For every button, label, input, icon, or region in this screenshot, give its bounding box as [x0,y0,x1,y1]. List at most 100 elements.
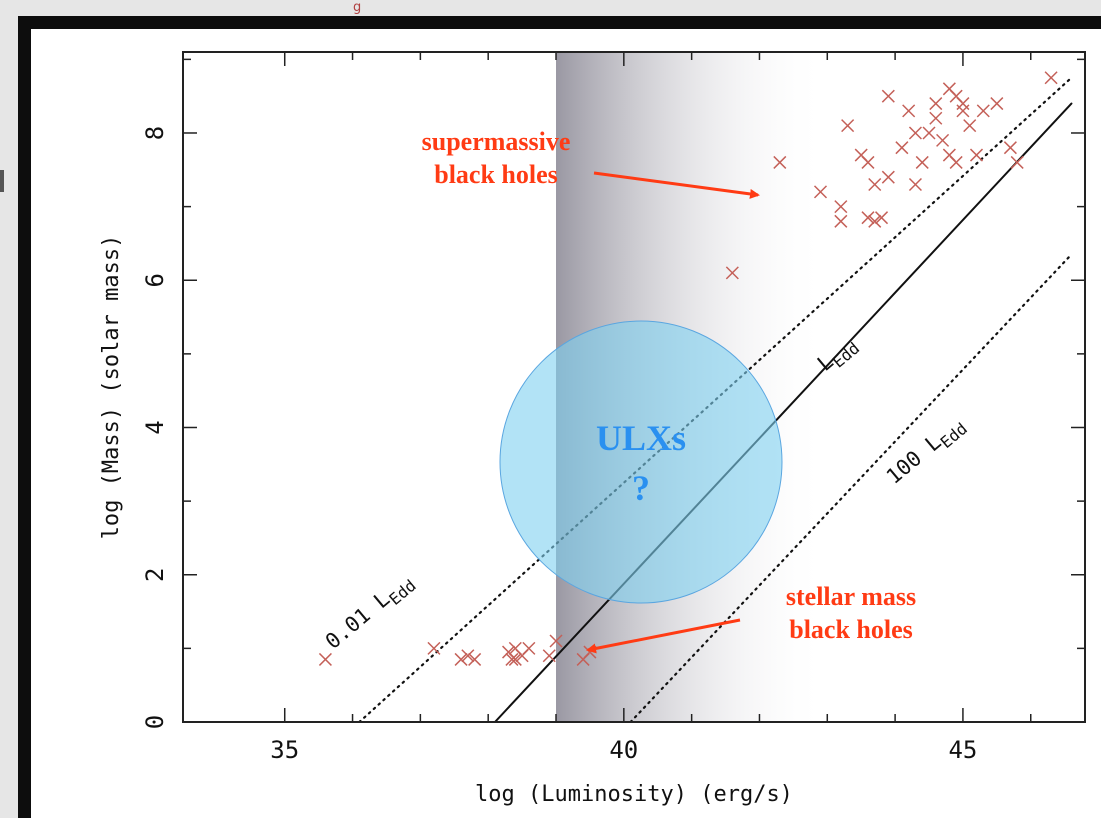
data-point [861,211,875,225]
data-point [875,211,889,225]
data-point-stroke [929,111,943,125]
data-point-stroke [834,214,848,228]
data-point [956,97,970,111]
data-point-stroke [508,652,522,666]
line-label-001-ledd: 0.01 LEdd [321,568,420,658]
ulx-question: ? [632,468,650,508]
data-point [908,126,922,140]
data-point [841,119,855,133]
left-edge-mark [0,170,4,192]
data-point-stroke [990,97,1004,111]
data-point [542,649,556,663]
data-point-stroke [725,266,739,280]
data-point [936,133,950,147]
data-point [868,214,882,228]
data-point [963,119,977,133]
data-point-stroke [881,170,895,184]
eddington-line-2 [629,253,1073,722]
stellar-annotation: stellar mass black holes [786,582,916,644]
data-point-stroke [963,119,977,133]
data-point [908,177,922,192]
data-point-stroke [522,641,536,655]
data-point [549,634,563,648]
data-point-stroke [868,214,882,228]
data-point [868,177,882,192]
data-point [915,155,929,169]
data-point-stroke [318,652,332,666]
data-point-stroke [861,211,875,225]
data-point-stroke [908,177,922,192]
stellar-annotation-line: black holes [789,615,913,644]
data-point-stroke [969,148,984,162]
line-label-100-ledd-main: 100 L [882,430,946,489]
data-point-stroke [834,200,848,214]
data-point [318,652,332,666]
data-point-stroke [902,104,916,118]
data-point-stroke [508,641,522,655]
y-tick-label: 8 [141,126,169,140]
data-point-stroke [813,185,828,199]
data-point-stroke [949,155,963,169]
data-point [773,155,787,169]
data-point-stroke [461,649,475,663]
supermassive-arrow [593,171,760,199]
data-point [895,141,909,155]
data-point-stroke [936,133,950,147]
y-tick-label: 0 [141,715,169,729]
data-point-stroke [505,652,519,666]
data-point-stroke [454,652,468,666]
data-point-stroke [942,148,956,162]
data-point [427,641,441,655]
axes-box [182,51,1086,723]
x-tick-label: 35 [270,736,299,764]
data-point [976,104,990,118]
data-point-stroke [881,89,895,103]
data-point [990,97,1004,111]
data-point-stroke [427,641,441,655]
top-cropped-text: g [353,0,362,14]
line-label-001-ledd-main: 0.01 L [321,587,395,654]
data-point-stroke [502,645,516,659]
data-point [461,649,475,663]
data-point [861,155,875,169]
data-point [522,641,536,655]
data-point [1003,141,1017,155]
eddington-line-1 [493,102,1073,722]
line-label-100-ledd: 100 LEdd [882,411,971,492]
data-point [929,97,943,111]
data-point-stroke [1010,155,1024,169]
stellar-annotation-line: stellar mass [786,582,916,611]
supermassive-annotation: supermassive black holes [422,127,571,189]
data-point-stroke [861,155,875,169]
data-point-stroke [922,126,936,140]
data-point [969,148,984,162]
data-point-stroke [915,155,929,169]
ulx-label: ULXs [596,418,686,458]
data-point [1010,155,1024,169]
data-point [834,214,848,228]
ulx-region-circle [499,320,783,604]
data-point-stroke [949,89,963,103]
y-tick-label: 6 [141,273,169,287]
data-point [834,200,848,214]
data-point [725,266,739,280]
data-point-stroke [895,141,909,155]
data-point-stroke [1003,141,1017,155]
x-tick-label: 40 [609,736,638,764]
data-point [881,89,895,103]
data-point [813,185,828,199]
stellar-arrow [586,618,741,654]
data-point [505,652,519,666]
data-point [1044,71,1058,85]
data-point [508,652,522,666]
supermassive-annotation-line: black holes [434,160,558,189]
y-tick-label: 4 [141,420,169,434]
x-tick-label: 45 [948,736,977,764]
data-point-stroke [1044,71,1058,85]
data-point-stroke [854,148,868,162]
data-point-stroke [875,211,889,225]
y-axis-label: log (Mass) (solar mass) [99,235,124,540]
data-point-stroke [868,177,882,192]
data-point [454,652,468,666]
